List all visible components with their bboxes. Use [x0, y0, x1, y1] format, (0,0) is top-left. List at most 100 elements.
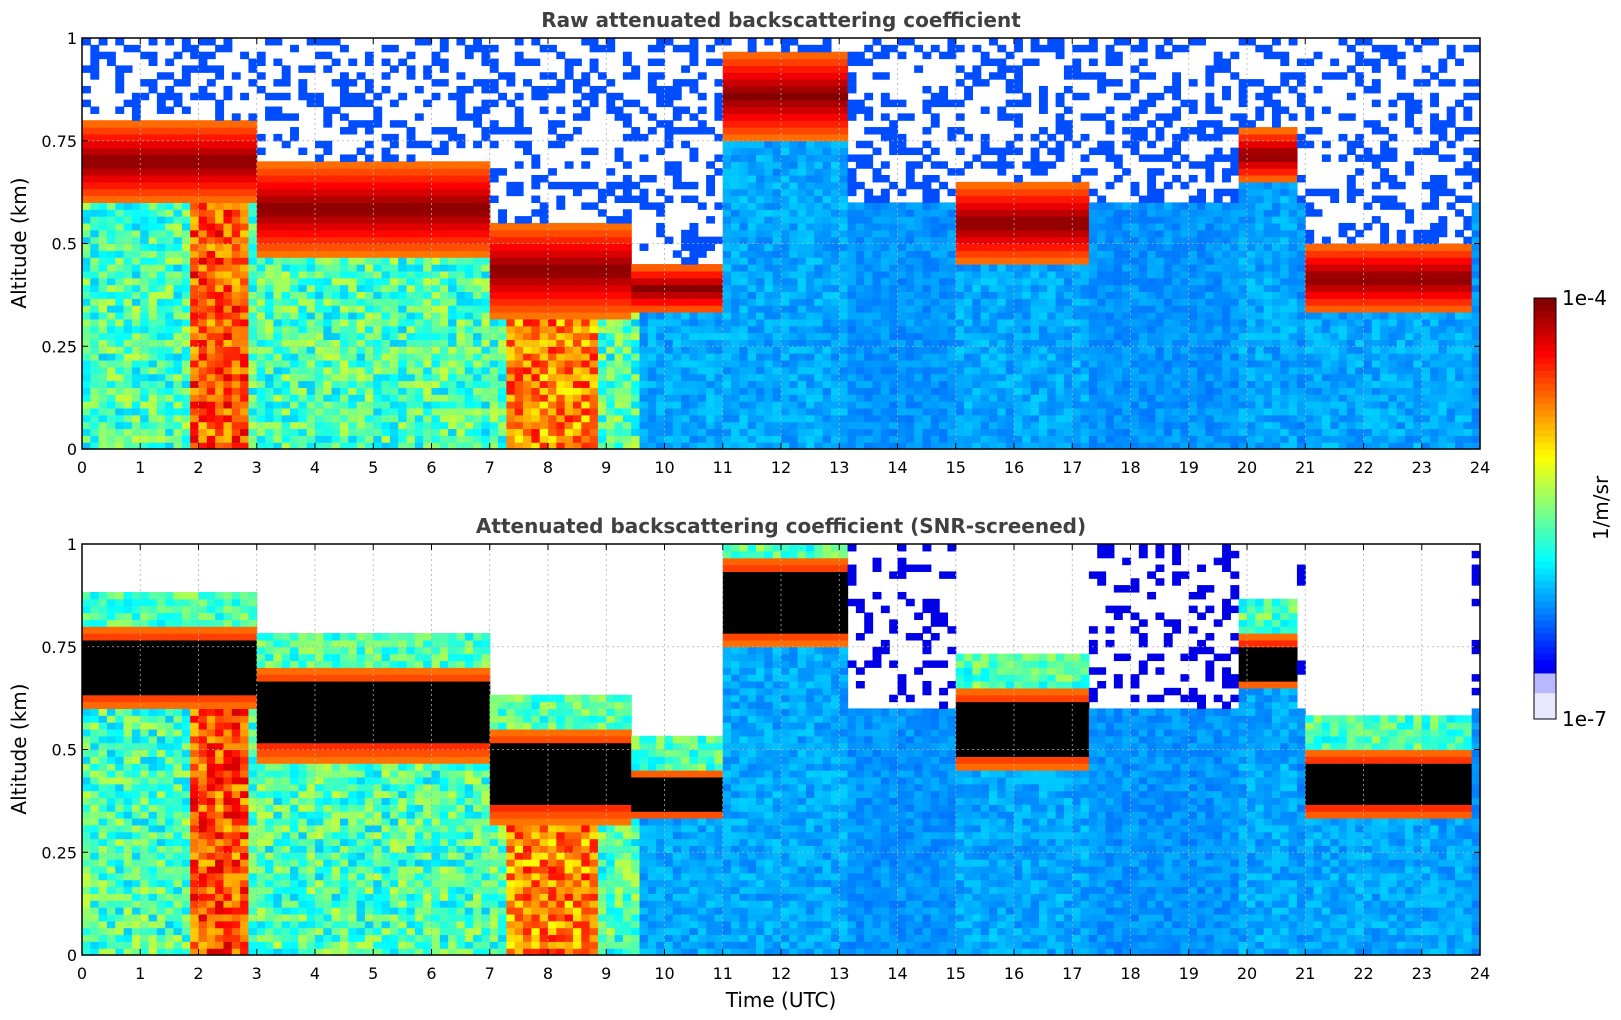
- heatmap-cell: [606, 284, 616, 293]
- heatmap-cell: [747, 318, 757, 327]
- heatmap-cell: [830, 127, 840, 135]
- heatmap-cell: [880, 195, 890, 203]
- heatmap-cell: [131, 250, 141, 258]
- heatmap-cell: [681, 298, 691, 306]
- heatmap-cell: [597, 195, 607, 203]
- heatmap-cell: [556, 181, 566, 190]
- heatmap-cell: [764, 325, 774, 334]
- heatmap-cell: [198, 243, 208, 251]
- heatmap-cell: [739, 305, 749, 313]
- heatmap-cell: [614, 312, 624, 320]
- heatmap-cell: [764, 305, 774, 313]
- heatmap-cell: [323, 161, 333, 169]
- heatmap-cell: [731, 202, 740, 210]
- heatmap-cell: [481, 373, 491, 382]
- heatmap-cell: [265, 38, 274, 46]
- heatmap-cell: [256, 284, 266, 293]
- heatmap-cell: [231, 394, 241, 402]
- heatmap-cell: [456, 291, 466, 299]
- heatmap-cell: [781, 222, 790, 231]
- heatmap-cell: [631, 442, 641, 450]
- heatmap-cell: [814, 394, 824, 402]
- heatmap-cell: [914, 222, 924, 231]
- heatmap-cell: [356, 353, 366, 361]
- heatmap-cell: [373, 291, 383, 299]
- heatmap-cell: [572, 264, 582, 272]
- heatmap-cell: [331, 181, 341, 190]
- heatmap-cell: [140, 305, 150, 313]
- heatmap-cell: [165, 154, 175, 162]
- heatmap-cell: [439, 44, 449, 53]
- heatmap-cell: [82, 401, 91, 409]
- heatmap-cell: [448, 202, 458, 210]
- heatmap-cell: [747, 65, 757, 73]
- heatmap-cell: [589, 270, 599, 279]
- heatmap-cell: [556, 421, 566, 430]
- heatmap-cell: [456, 359, 466, 368]
- heatmap-cell: [481, 298, 491, 306]
- heatmap-cell: [181, 366, 191, 375]
- heatmap-cell: [206, 312, 216, 320]
- heatmap-cell: [82, 270, 91, 279]
- heatmap-cell: [82, 120, 91, 128]
- heatmap-cell: [939, 243, 949, 251]
- heatmap-cell: [373, 421, 383, 430]
- heatmap-cell: [830, 373, 840, 382]
- heatmap-cell: [681, 442, 691, 450]
- heatmap-cell: [140, 127, 150, 135]
- heatmap-cell: [498, 373, 507, 382]
- heatmap-cell: [656, 270, 666, 279]
- heatmap-cell: [922, 312, 932, 320]
- heatmap-cell: [847, 414, 857, 423]
- heatmap-cell: [864, 421, 874, 430]
- heatmap-cell: [822, 161, 832, 169]
- heatmap-cell: [373, 394, 383, 402]
- heatmap-cell: [381, 359, 391, 368]
- heatmap-cell: [373, 339, 383, 347]
- heatmap-cell: [215, 394, 225, 402]
- heatmap-cell: [814, 147, 824, 156]
- heatmap-cell: [639, 106, 649, 114]
- heatmap-cell: [414, 435, 424, 443]
- heatmap-cell: [905, 298, 915, 306]
- heatmap-cell: [240, 414, 250, 423]
- heatmap-cell: [731, 421, 740, 430]
- heatmap-cell: [647, 339, 657, 347]
- heatmap-cell: [922, 325, 932, 334]
- heatmap-cell: [181, 401, 191, 409]
- heatmap-cell: [231, 140, 241, 149]
- heatmap-cell: [165, 387, 175, 395]
- heatmap-cell: [689, 373, 699, 382]
- heatmap-cell: [564, 277, 574, 286]
- heatmap-cell: [905, 291, 915, 299]
- heatmap-cell: [897, 346, 907, 354]
- heatmap-cell: [939, 435, 949, 443]
- heatmap-cell: [423, 257, 433, 265]
- heatmap-cell: [672, 332, 682, 340]
- heatmap-cell: [181, 188, 191, 197]
- heatmap-cell: [223, 92, 233, 101]
- heatmap-cell: [256, 380, 266, 388]
- heatmap-cell: [165, 229, 175, 238]
- heatmap-cell: [156, 92, 166, 101]
- heatmap-cell: [481, 442, 491, 450]
- heatmap-cell: [273, 387, 283, 395]
- heatmap-cell: [764, 161, 774, 169]
- heatmap-cell: [231, 264, 241, 272]
- heatmap-cell: [373, 270, 383, 279]
- heatmap-cell: [656, 414, 666, 423]
- heatmap-cell: [481, 366, 491, 375]
- heatmap-cell: [772, 133, 782, 142]
- heatmap-cell: [556, 250, 566, 258]
- heatmap-cell: [939, 216, 949, 224]
- heatmap-cell: [739, 312, 749, 320]
- heatmap-cell: [839, 92, 849, 101]
- heatmap-cell: [722, 133, 732, 142]
- heatmap-cell: [930, 147, 940, 156]
- heatmap-cell: [148, 209, 158, 217]
- heatmap-cell: [772, 202, 782, 210]
- heatmap-cell: [855, 277, 865, 286]
- heatmap-cell: [539, 332, 549, 340]
- heatmap-cell: [423, 65, 433, 73]
- heatmap-cell: [572, 339, 582, 347]
